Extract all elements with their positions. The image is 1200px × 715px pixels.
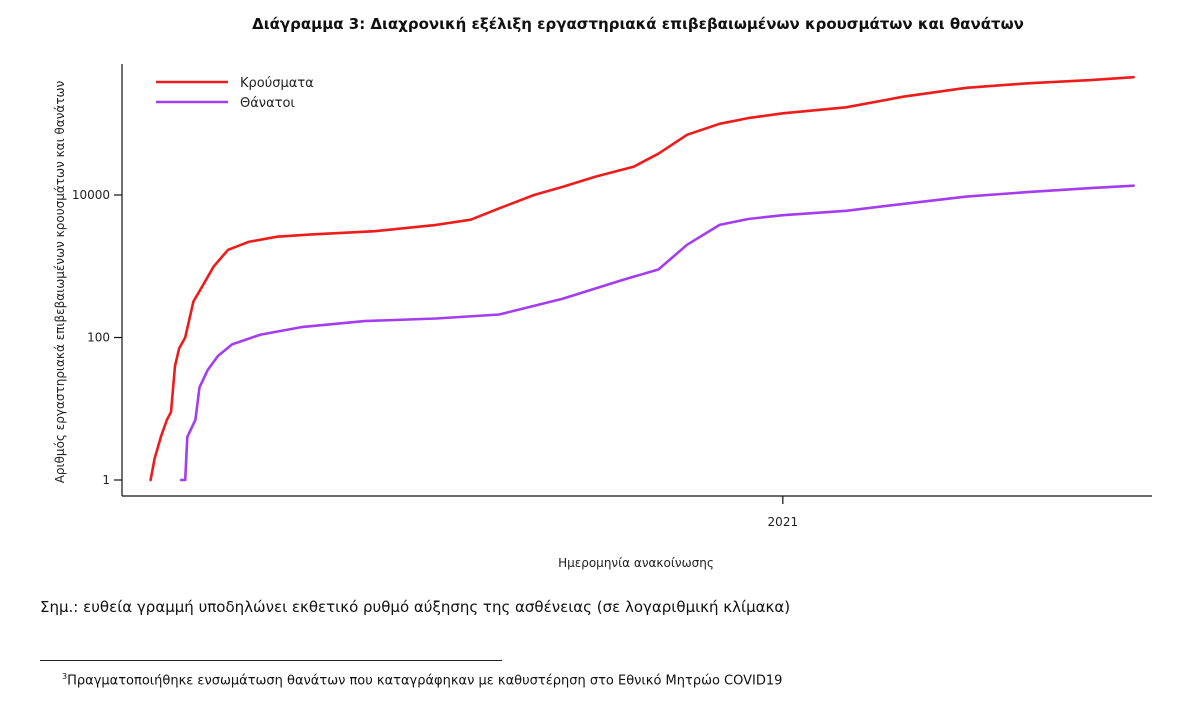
y-tick-label: 10000 xyxy=(72,188,110,202)
legend-label-deaths: Θάνατοι xyxy=(240,96,295,111)
series-layer xyxy=(149,75,1135,482)
footnote: 3Πραγματοποιήθηκε ενσωμάτωση θανάτων που… xyxy=(62,672,782,688)
footnote-divider xyxy=(40,660,502,661)
chart-title: Διάγραμμα 3: Διαχρονική εξέλιξη εργαστηρ… xyxy=(252,15,1024,33)
series-line-cases xyxy=(149,75,1135,482)
y-tick-label: 100 xyxy=(87,331,110,345)
x-axis-ticks: 2021 xyxy=(768,496,799,529)
footnote-marker: 3 xyxy=(62,672,68,681)
legend: Κρούσματα Θάνατοι xyxy=(156,76,314,111)
x-tick-label: 2021 xyxy=(768,515,799,529)
chart-note: Σημ.: ευθεία γραμμή υποδηλώνει εκθετικό … xyxy=(40,598,791,616)
y-axis-label: Αριθμός εργαστηριακά επιβεβαιωμένων κρου… xyxy=(53,80,67,483)
y-tick-label: 1 xyxy=(102,473,110,487)
series-line-deaths xyxy=(179,184,1135,482)
x-axis-label: Ημερομηνία ανακοίνωσης xyxy=(558,556,714,570)
legend-label-cases: Κρούσματα xyxy=(240,76,314,91)
y-axis-ticks: 1 100 10000 xyxy=(72,188,122,487)
footnote-text: Πραγματοποιήθηκε ενσωμάτωση θανάτων που … xyxy=(67,673,783,689)
chart: Διάγραμμα 3: Διαχρονική εξέλιξη εργαστηρ… xyxy=(53,15,1152,570)
